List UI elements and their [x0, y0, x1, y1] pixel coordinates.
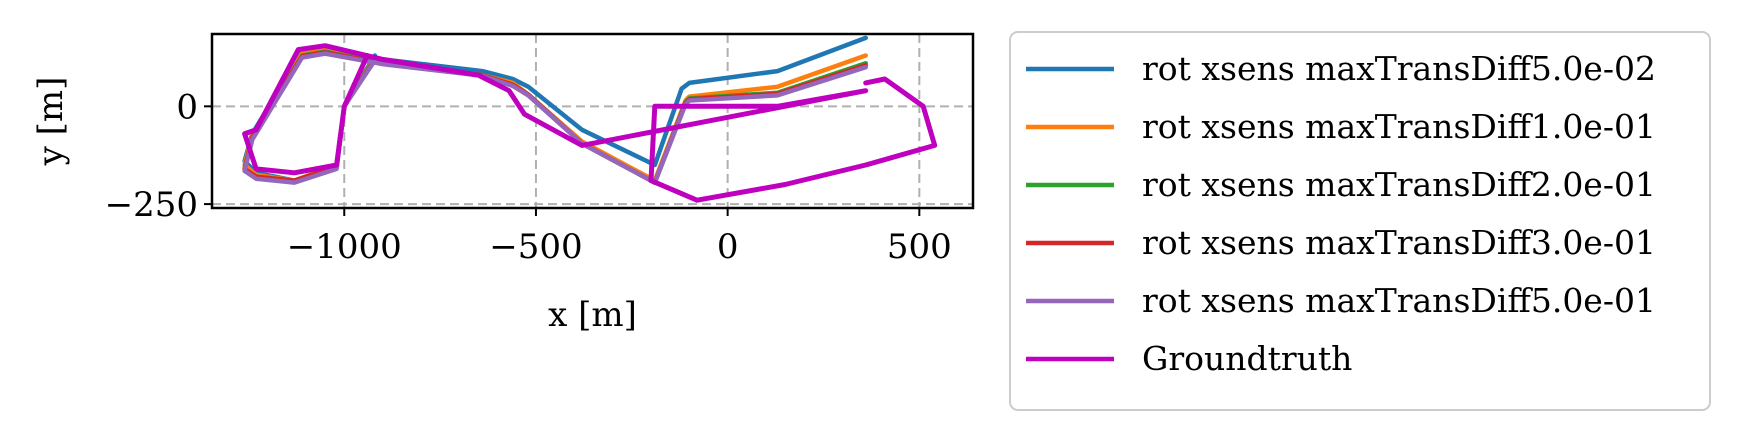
legend-label-1: rot xsens maxTransDiff1.0e-01	[1142, 107, 1656, 146]
y-tick-label-0: 0	[176, 87, 198, 127]
legend-label-0: rot xsens maxTransDiff5.0e-02	[1142, 49, 1656, 88]
x-tick-label-2: 0	[717, 227, 739, 267]
legend-label-4: rot xsens maxTransDiff5.0e-01	[1142, 281, 1656, 320]
legend-label-5: Groundtruth	[1142, 339, 1352, 378]
legend-box	[1009, 31, 1711, 411]
series-line-5	[242, 43, 938, 203]
y-axis-label: y [m]	[31, 77, 71, 167]
legend: rot xsens maxTransDiff5.0e-02 rot xsens m…	[1009, 31, 1711, 411]
x-tick-label-0: −1000	[287, 227, 402, 267]
x-tick-label-1: −500	[489, 227, 582, 267]
legend-label-2: rot xsens maxTransDiff2.0e-01	[1142, 165, 1656, 204]
x-axis-label: x [m]	[548, 295, 637, 335]
y-tick-label-1: −250	[105, 185, 198, 225]
series-layer	[242, 35, 938, 203]
legend-label-3: rot xsens maxTransDiff3.0e-01	[1142, 223, 1656, 262]
axes-frame	[210, 32, 975, 210]
tick-layer: −1000 −500 0 500 0 −250	[105, 87, 952, 267]
grid-layer	[212, 34, 973, 208]
x-tick-label-3: 500	[887, 227, 952, 267]
